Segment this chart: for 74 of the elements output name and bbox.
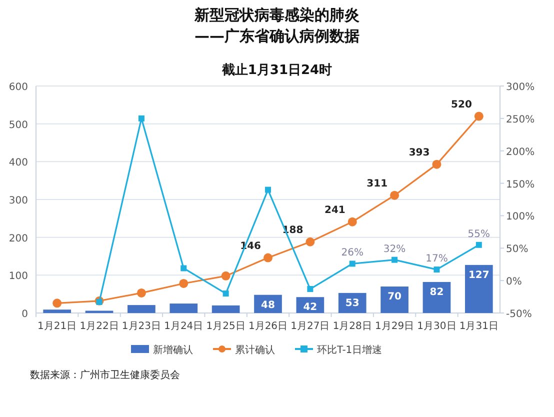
point (474, 112, 484, 121)
point (307, 286, 314, 292)
data-label: 48 (261, 300, 275, 311)
y-tick-label: 0 (22, 309, 28, 320)
point (349, 260, 356, 267)
y-tick-label: 300 (8, 196, 28, 206)
point (180, 265, 187, 272)
point (96, 298, 102, 305)
y2-tick-label: 300% (506, 82, 535, 93)
point (52, 298, 62, 308)
bar (422, 282, 451, 313)
data-label: 393 (408, 147, 430, 158)
data-label: 520 (451, 99, 472, 110)
point (138, 115, 144, 122)
legend-label: 环比T-1日增速 (317, 344, 382, 356)
point (136, 288, 146, 298)
bar (43, 310, 72, 313)
point (221, 271, 230, 280)
y-tick-label: 100 (8, 271, 28, 282)
bar (128, 305, 156, 313)
data-label: 82 (430, 286, 444, 298)
x-tick-label: 1月24日 (164, 321, 204, 332)
data-label: 53 (345, 298, 360, 309)
y-tick-label: 400 (8, 158, 28, 169)
data-label: 311 (366, 178, 388, 190)
data-label: 17% (426, 254, 448, 265)
y2-tick-label: 200% (506, 146, 535, 158)
point (434, 266, 440, 273)
point (348, 217, 357, 226)
y2-tick-label: 150% (506, 179, 535, 190)
point (222, 290, 229, 297)
point (392, 256, 398, 263)
data-label: 42 (303, 302, 318, 314)
data-label: 127 (468, 270, 490, 281)
x-tick-label: 1月25日 (206, 321, 246, 332)
point (390, 190, 400, 200)
y-tick-label: 600 (8, 82, 28, 93)
data-label: 55% (468, 228, 490, 240)
y2-tick-label: -50% (506, 309, 532, 320)
x-tick-label: 1月23日 (122, 321, 161, 332)
bar (212, 305, 240, 313)
x-tick-label: 1月31日 (459, 321, 498, 332)
point (264, 253, 272, 262)
y-tick-label: 200 (8, 233, 28, 244)
source-note: 数据来源：广州市卫生健康委员会 (30, 369, 180, 381)
y2-tick-label: 250% (506, 114, 535, 126)
legend-label: 新增确认 (153, 344, 193, 356)
data-label: 32% (383, 244, 406, 255)
text: 截止1月31日24时 (220, 63, 332, 78)
bar (170, 304, 198, 313)
x-tick-label: 1月27日 (290, 321, 330, 332)
data-label: 70 (388, 292, 402, 303)
chart-title: 新型冠状病毒感染的肺炎 (194, 6, 360, 24)
point (179, 278, 188, 288)
point (265, 186, 271, 193)
chart-subtitle: ——广东省确认病例数据 (194, 27, 360, 45)
x-tick-label: 1月26日 (248, 321, 288, 332)
data-label: 26% (341, 248, 364, 259)
x-tick-label: 1月29日 (375, 321, 414, 332)
y2-tick-label: 100% (506, 212, 535, 223)
legend-label: 累计确认 (235, 344, 275, 356)
y2-tick-label: 0% (506, 276, 522, 288)
point (476, 242, 482, 248)
data-label: 241 (324, 204, 346, 216)
x-tick-label: 1月21日 (38, 321, 77, 332)
point (432, 160, 442, 169)
bar (464, 264, 493, 313)
point (306, 237, 315, 246)
y2-tick-label: 50% (506, 244, 528, 256)
x-tick-label: 1月30日 (417, 321, 456, 332)
x-tick-label: 1月22日 (80, 321, 119, 332)
y-tick-label: 500 (8, 120, 28, 131)
x-tick-label: 1月28日 (332, 321, 372, 332)
bar (380, 286, 408, 313)
